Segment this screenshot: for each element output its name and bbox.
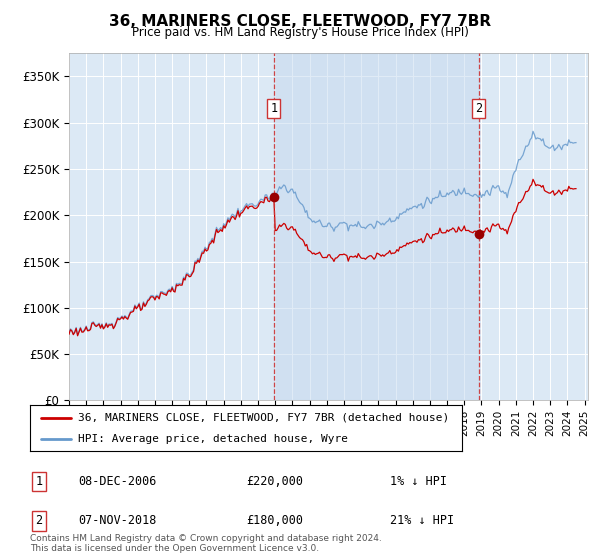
Text: 1: 1 (270, 102, 277, 115)
Text: 36, MARINERS CLOSE, FLEETWOOD, FY7 7BR (detached house): 36, MARINERS CLOSE, FLEETWOOD, FY7 7BR (… (77, 413, 449, 423)
Text: 21% ↓ HPI: 21% ↓ HPI (390, 514, 454, 528)
Text: Price paid vs. HM Land Registry's House Price Index (HPI): Price paid vs. HM Land Registry's House … (131, 26, 469, 39)
Text: 1: 1 (35, 475, 43, 488)
Text: £220,000: £220,000 (246, 475, 303, 488)
Text: 1% ↓ HPI: 1% ↓ HPI (390, 475, 447, 488)
Text: 08-DEC-2006: 08-DEC-2006 (78, 475, 157, 488)
Text: 2: 2 (475, 102, 482, 115)
Bar (274, 53, 479, 400)
Text: HPI: Average price, detached house, Wyre: HPI: Average price, detached house, Wyre (77, 434, 347, 444)
Text: 36, MARINERS CLOSE, FLEETWOOD, FY7 7BR: 36, MARINERS CLOSE, FLEETWOOD, FY7 7BR (109, 14, 491, 29)
Text: £180,000: £180,000 (246, 514, 303, 528)
Text: Contains HM Land Registry data © Crown copyright and database right 2024.
This d: Contains HM Land Registry data © Crown c… (30, 534, 382, 553)
Text: 2: 2 (35, 514, 43, 528)
Text: 07-NOV-2018: 07-NOV-2018 (78, 514, 157, 528)
